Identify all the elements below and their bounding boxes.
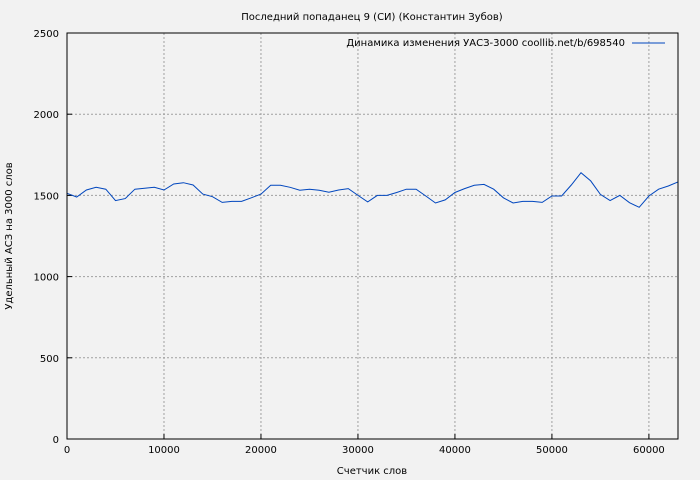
x-axis-label: Счетчик слов (337, 466, 408, 477)
x-tick-label: 40000 (439, 445, 471, 456)
x-tick-label: 20000 (245, 445, 277, 456)
x-tick-label: 10000 (148, 445, 180, 456)
x-tick-label: 50000 (536, 445, 568, 456)
chart-title: Последний попаданец 9 (СИ) (Константин З… (241, 12, 503, 23)
x-tick-label: 0 (64, 445, 70, 456)
plot-border (66, 32, 679, 440)
y-tick-label: 0 (53, 435, 59, 446)
y-tick-label: 500 (40, 354, 59, 365)
grid (67, 33, 678, 439)
x-tick-label: 60000 (633, 445, 665, 456)
y-tick-label: 2000 (34, 110, 59, 121)
y-tick-label: 1000 (34, 273, 59, 284)
series-line (66, 171, 679, 208)
x-tick-label: 30000 (342, 445, 374, 456)
y-tick-label: 2500 (34, 29, 59, 40)
y-axis-label: Удельный АСЗ на 3000 слов (4, 162, 15, 309)
y-tick-label: 1500 (34, 191, 59, 202)
legend-label: Динамика изменения УАСЗ-3000 coollib.net… (346, 38, 625, 49)
ticks: 0 10000 20000 30000 40000 50000 60000 0 500 1000 1… (34, 29, 665, 456)
